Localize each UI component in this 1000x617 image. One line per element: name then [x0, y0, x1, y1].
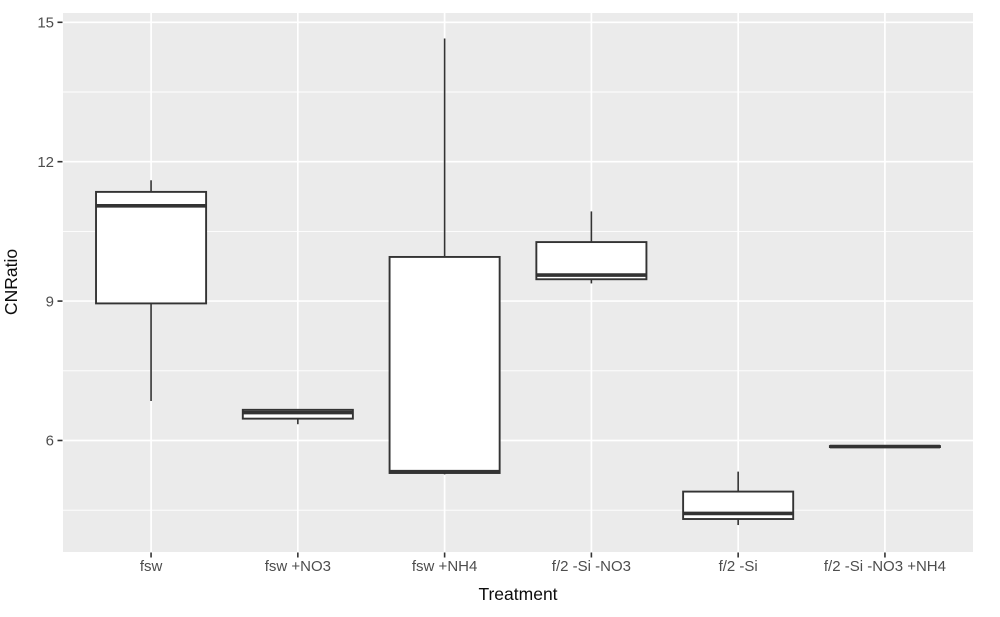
y-axis-tick-label: 12 [37, 154, 54, 171]
boxplot-box [388, 255, 501, 474]
y-axis-title: CNRatio [1, 249, 21, 315]
x-axis-tick-label: f/2 -Si -NO3 +NH4 [824, 558, 946, 575]
y-axis-tick-label: 6 [46, 433, 54, 450]
axis-layer: 6 9 12 15 fsw fsw +NO3 fsw +NH4 f/2 -Si -NO3 f/2… [37, 14, 946, 575]
boxplot-box [95, 190, 208, 305]
x-axis-tick-label: f/2 -Si [719, 558, 758, 575]
x-axis-tick-label: fsw +NH4 [412, 558, 477, 575]
chart-panel-layer [63, 13, 973, 552]
y-axis-tick-label: 9 [46, 293, 54, 310]
chart-panel [63, 13, 973, 552]
y-axis-tick-label: 15 [37, 14, 54, 31]
x-axis-tick-label: fsw +NO3 [265, 558, 331, 575]
x-axis-tick-label: f/2 -Si -NO3 [552, 558, 631, 575]
x-axis-title: Treatment [478, 584, 557, 604]
x-axis-tick-label: fsw [140, 558, 163, 575]
boxplot-box [535, 241, 648, 281]
